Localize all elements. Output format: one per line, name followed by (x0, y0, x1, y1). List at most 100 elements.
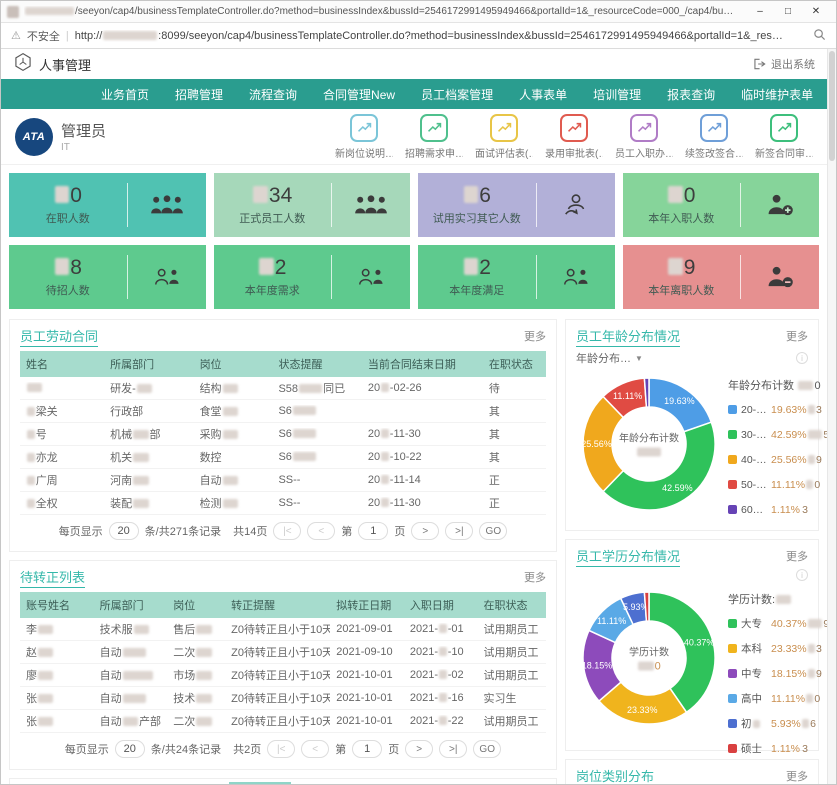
legend-item-4[interactable]: 60… 1.11% 3 (728, 497, 808, 522)
nav-item-3[interactable]: 合同管理New (323, 87, 396, 102)
table-row[interactable]: 研发- 结构 S58 同已 20 -02-26 待 (20, 377, 546, 400)
go-button[interactable]: GO (479, 522, 508, 540)
first-page-button[interactable]: |< (267, 740, 296, 758)
cell: 20 -11-30 (367, 497, 421, 509)
shortcut-4[interactable]: 员工入职办… (615, 113, 673, 160)
cell: 2021- -02 (409, 669, 464, 681)
logout-button[interactable]: 退出系统 (754, 56, 815, 72)
nav-item-2[interactable]: 流程查询 (249, 87, 298, 102)
nav-item-5[interactable]: 人事表单 (519, 87, 568, 102)
table-row[interactable]: 全权 装配 检测 SS-- 20 -11-30 正 (20, 492, 546, 515)
redacted-text (637, 447, 661, 457)
contract-panel-title[interactable]: 员工劳动合同 (20, 326, 99, 347)
donut-slice-1[interactable] (602, 421, 716, 511)
stat-card-0[interactable]: 0 在职人数 (9, 173, 206, 237)
stat-card-3[interactable]: 0 本年入职人数 (622, 173, 819, 237)
shortcut-6[interactable]: 新签合同审… (755, 113, 813, 160)
nav-item-6[interactable]: 培训管理 (593, 87, 642, 102)
redacted-text (222, 407, 238, 416)
last-page-button[interactable]: >| (439, 740, 468, 758)
legend-item-1[interactable]: 30-… 42.59%5 (728, 422, 827, 447)
table-row[interactable]: 赵自动 二次 Z0待转正且小于10天 2021-09-10 2021- -10 试用期员工 (20, 641, 546, 664)
probation-panel-title[interactable]: 待转正列表 (20, 567, 86, 588)
stat-card-6[interactable]: 2 本年度满足 (418, 245, 615, 309)
legend-item-3[interactable]: 50-… 11.11% 0 (728, 472, 820, 497)
legend-item-2[interactable]: 40-… 25.56% 9 (728, 447, 822, 472)
nav-item-4[interactable]: 员工档案管理 (421, 87, 494, 102)
donut-slice-0[interactable] (648, 591, 716, 714)
shortcut-0[interactable]: 新岗位说明… (335, 113, 393, 160)
contract-more-link[interactable]: 更多 (524, 331, 546, 343)
edu-more-link[interactable]: 更多 (786, 551, 808, 563)
legend-item-3[interactable]: 高中 11.11% 0 (728, 686, 820, 711)
next-page-button[interactable]: > (405, 740, 434, 758)
shortcut-1[interactable]: 招聘需求申… (405, 113, 463, 160)
last-page-button[interactable]: >| (445, 522, 474, 540)
scrollbar-thumb[interactable] (829, 51, 835, 161)
nav-item-1[interactable]: 招聘管理 (175, 87, 224, 102)
position-panel-title[interactable]: 岗位类别分布 (576, 766, 654, 785)
zoom-icon[interactable] (813, 28, 826, 44)
nav-item-0[interactable]: 业务首页 (101, 87, 150, 102)
cell: 广周 (20, 472, 104, 488)
table-row[interactable]: 号机械部 采购 S6 20 -11-30 其 (20, 423, 546, 446)
stat-card-1[interactable]: 34 正式员工人数 (213, 173, 410, 237)
shortcut-5[interactable]: 续签改签合… (685, 113, 743, 160)
first-page-button[interactable]: |< (273, 522, 302, 540)
shortcut-3[interactable]: 录用审批表(… (545, 113, 603, 160)
probation-more-link[interactable]: 更多 (524, 572, 546, 584)
stat-card-5[interactable]: 2 本年度需求 (213, 245, 410, 309)
redacted-text (122, 717, 139, 726)
next-page-button[interactable]: > (411, 522, 440, 540)
minimize-button[interactable]: – (757, 6, 763, 17)
age-more-link[interactable]: 更多 (786, 331, 808, 343)
avatar[interactable]: ATA (15, 117, 53, 156)
stat-cards: 0 在职人数 34 正式员工人数 6 试用实习其它人数 0 本年入职人数 8 待招人数 2 本年度需求… (1, 165, 827, 317)
position-more-link[interactable]: 更多 (786, 771, 808, 783)
table-row[interactable]: 张自动 产部 二次 Z0待转正且小于10天 2021-10-01 2021- -22 试用期员… (20, 710, 546, 733)
legend-item-0[interactable]: 20-… 19.63% 3 (728, 397, 822, 422)
address-url[interactable]: http://:8099/seeyon/cap4/businessTemplat… (74, 29, 783, 42)
table-row[interactable]: 广周 河南 自动 SS-- 20 -11-14 正 (20, 469, 546, 492)
prev-page-button[interactable]: < (307, 522, 336, 540)
per-page-input[interactable]: 20 (114, 740, 145, 758)
per-page-input[interactable]: 20 (108, 522, 139, 540)
cell: 张 (20, 713, 94, 729)
address-bar[interactable]: ⚠ 不安全 | http://:8099/seeyon/cap4/busines… (1, 23, 836, 49)
legend-item-5[interactable]: 硕士 1.11% 3 (728, 736, 808, 761)
age-panel-title[interactable]: 员工年龄分布情况 (576, 326, 681, 347)
redacted-text (27, 383, 43, 392)
age-donut-center: 年龄分布计数 (613, 430, 685, 459)
stat-card-7[interactable]: 9 本年离职人数 (622, 245, 819, 309)
maximize-button[interactable]: □ (784, 6, 792, 17)
go-button[interactable]: GO (473, 740, 502, 758)
legend-item-2[interactable]: 中专 18.15% 9 (728, 661, 822, 686)
donut-slice-5[interactable] (643, 591, 650, 622)
legend-item-4[interactable]: 初 5.93% 6 (728, 711, 816, 736)
page-number-input[interactable]: 1 (352, 740, 383, 758)
cell: 食堂 (194, 403, 273, 419)
page-number-input[interactable]: 1 (358, 522, 389, 540)
stat-card-4[interactable]: 8 待招人数 (9, 245, 206, 309)
shortcut-label: 新岗位说明… (335, 148, 393, 160)
table-row[interactable]: 张自动 技术 Z0待转正且小于10天 2021-10-01 2021- -16 实习生 (20, 687, 546, 710)
nav-item-7[interactable]: 报表查询 (667, 87, 716, 102)
prev-page-button[interactable]: < (301, 740, 330, 758)
legend-item-0[interactable]: 大专 40.37%9 (728, 611, 827, 636)
edu-panel-title[interactable]: 员工学历分布情况 (576, 546, 681, 567)
nav-item-8[interactable]: 临时维护表单 (741, 87, 814, 102)
donut-slice-4[interactable] (643, 377, 650, 408)
contract-pagination: 每页显示 20 条/共271条记录 共14页 |< < 第 1 页 > >| GO (20, 515, 546, 547)
close-button[interactable]: ✕ (811, 6, 821, 17)
shortcut-2[interactable]: 面试评估表(… (475, 113, 533, 160)
scrollbar[interactable] (827, 49, 836, 784)
cell: 2021- -01 (409, 623, 464, 635)
age-dimension-select[interactable]: 年龄分布… (576, 353, 631, 365)
legend-item-1[interactable]: 本科 23.33% 3 (728, 636, 822, 661)
redacted-text (122, 671, 154, 680)
table-row[interactable]: 廖自动 市场 Z0待转正且小于10天 2021-10-01 2021- -02 试用期员工 (20, 664, 546, 687)
stat-card-2[interactable]: 6 试用实习其它人数 (418, 173, 615, 237)
table-row[interactable]: 梁关 行政部 食堂 S6 其 (20, 400, 546, 423)
table-row[interactable]: 亦龙 机关 数控 S6 20 -10-22 其 (20, 446, 546, 469)
table-row[interactable]: 李技术服 售后 Z0待转正且小于10天 2021-09-01 2021- -01 试用期员工 (20, 618, 546, 641)
